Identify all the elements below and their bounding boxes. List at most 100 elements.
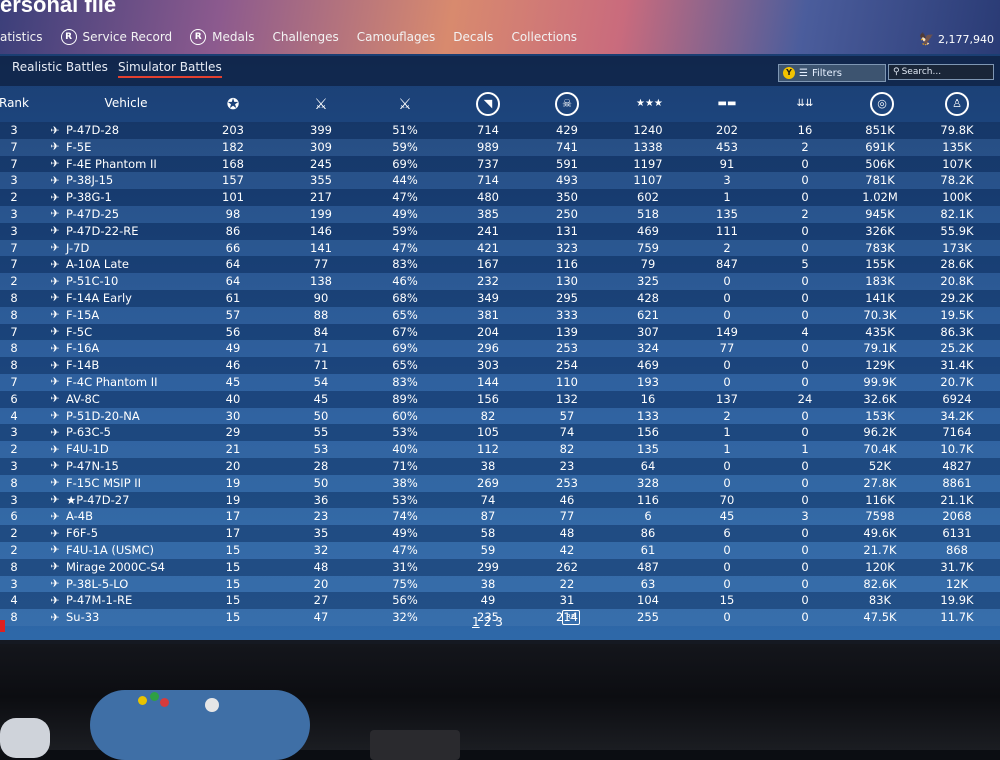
missions-cell: 144 xyxy=(477,374,499,389)
nav-item-0[interactable]: atistics xyxy=(0,30,43,44)
table-row[interactable]: 3 ✈ P-47D-28 203 399 51% 714 429 1240 202 16 851K 79… xyxy=(0,122,1000,139)
table-row[interactable]: 2 ✈ F4U-1A (USMC) 15 32 47% 59 42 61 0 0 21.7K 868 xyxy=(0,541,1000,559)
table-row[interactable]: 2 ✈ F4U-1D 21 53 40% 112 82 135 1 1 70.4K 10.7K xyxy=(0,441,1000,458)
air-kills-icon[interactable]: ★★★ xyxy=(636,98,663,109)
vehicle-cell: ✈ F-5C xyxy=(48,325,92,339)
table-row[interactable]: 4 ✈ P-51D-20-NA 30 50 60% 82 57 133 2 0 153K 34.2K xyxy=(0,407,1000,425)
naval-kills-cell: 0 xyxy=(801,290,809,305)
tab-realistic-battles[interactable]: Realistic Battles xyxy=(12,60,108,74)
air-kills-cell: 104 xyxy=(637,593,659,608)
nav-item-2[interactable]: R Medals xyxy=(190,29,254,45)
table-row[interactable]: 3 ✈ P-38L-5-LO 15 20 75% 38 22 63 0 0 82.6K 12K xyxy=(0,575,1000,593)
battles-cell: 17 xyxy=(225,526,241,541)
filters-button[interactable]: Y ☰ Filters xyxy=(778,64,886,82)
table-row[interactable]: 8 ✈ F-14B 46 71 65% 303 254 469 0 0 129K 31.4K xyxy=(0,357,1000,374)
missions-cell: 74 xyxy=(480,492,496,507)
table-row[interactable]: 3 ✈ P-63C-5 29 55 53% 105 74 156 1 0 96.2K 7164 xyxy=(0,424,1000,442)
table-row[interactable]: 8 ✈ Su-33 15 47 32% 235 214 255 0 0 47.5K 11.7K xyxy=(0,609,1000,626)
battles-cell: 66 xyxy=(225,240,241,255)
aircraft-icon: ✈ xyxy=(50,560,60,574)
table-row[interactable]: 2 ✈ P-51C-10 64 138 46% 232 130 325 0 0 183K 20.8K xyxy=(0,273,1000,290)
win-rate-cell: 89% xyxy=(392,391,418,406)
rb-toggle-button[interactable]: RB xyxy=(562,610,580,625)
table-row[interactable]: 8 ✈ F-15A 57 88 65% 381 333 621 0 0 70.3K 19.5K xyxy=(0,306,1000,324)
table-row[interactable]: 7 ✈ F-4C Phantom II 45 54 83% 144 110 193 0 0 99.9K… xyxy=(0,373,1000,391)
vehicle-cell: ✈ J-7D xyxy=(48,241,89,255)
research-points-icon[interactable]: ◎ xyxy=(870,92,894,116)
rank-cell: 8 xyxy=(10,358,18,373)
nav-item-4[interactable]: Camouflages xyxy=(357,30,436,44)
win-rate-icon[interactable]: ⚔ xyxy=(398,95,412,113)
deaths-cell: 262 xyxy=(556,559,578,574)
naval-kills-icon[interactable]: ⇊⇊ xyxy=(796,98,814,109)
vehicle-cell: ✈ P-47M-1-RE xyxy=(48,593,132,607)
battles-cell: 46 xyxy=(225,358,241,373)
silver-lions-icon[interactable]: ♙ xyxy=(945,92,969,116)
table-row[interactable]: 6 ✈ A-4B 17 23 74% 87 77 6 45 3 7598 2068 xyxy=(0,508,1000,526)
missions-cell: 58 xyxy=(480,526,496,541)
vehicle-cell: ✈ F-4C Phantom II xyxy=(48,374,158,389)
deaths-cell: 110 xyxy=(556,374,578,389)
page-link-1[interactable]: 1 xyxy=(472,615,480,629)
deaths-icon[interactable]: ☠ xyxy=(555,92,579,116)
table-row[interactable]: 2 ✈ F6F-5 17 35 49% 58 48 86 6 0 49.6K 6131 xyxy=(0,525,1000,542)
table-row[interactable]: 6 ✈ AV-8C 40 45 89% 156 132 16 137 24 32.6K 6924 xyxy=(0,390,1000,408)
naval-kills-cell: 0 xyxy=(801,173,809,188)
battles-cell: 203 xyxy=(222,123,244,137)
vehicle-name: F-4C Phantom II xyxy=(66,374,158,389)
rank-cell: 7 xyxy=(10,156,18,171)
table-row[interactable]: 7 ✈ F-5E 182 309 59% 989 741 1338 453 2 691K 135K xyxy=(0,138,1000,156)
air-kills-cell: 63 xyxy=(640,576,656,591)
win-rate-cell: 44% xyxy=(392,173,418,188)
deaths-cell: 214 xyxy=(556,610,578,625)
nav-item-1[interactable]: R Service Record xyxy=(60,29,173,45)
missions-icon[interactable]: ◥ xyxy=(476,92,500,116)
win-rate-cell: 71% xyxy=(392,458,418,473)
silver-lions-cell: 6131 xyxy=(942,526,972,541)
table-row[interactable]: 8 ✈ F-14A Early 61 90 68% 349 295 428 0 0 141K 29.2K xyxy=(0,289,1000,307)
deaths-cell: 429 xyxy=(556,123,578,137)
table-row[interactable]: 3 ✈ ★P-47D-27 19 36 53% 74 46 116 70 0 116K 21.1K xyxy=(0,491,1000,509)
vehicle-name: F-15A xyxy=(66,307,100,322)
victories-cell: 36 xyxy=(313,492,329,507)
table-row[interactable]: 4 ✈ P-47M-1-RE 15 27 56% 49 31 104 15 0 83K 19.9K xyxy=(0,592,1000,610)
table-row[interactable]: 8 ✈ F-16A 49 71 69% 296 253 324 77 0 79.1K 25.2K xyxy=(0,340,1000,358)
missions-cell: 204 xyxy=(477,324,499,339)
table-row[interactable]: 2 ✈ P-38G-1 101 217 47% 480 350 602 1 0 1.02M 100K xyxy=(0,189,1000,206)
air-kills-cell: 307 xyxy=(637,324,659,339)
tab-simulator-battles[interactable]: Simulator Battles xyxy=(118,60,222,78)
table-row[interactable]: 3 ✈ P-38J-15 157 355 44% 714 493 1107 3 0 781K 78.2K xyxy=(0,172,1000,190)
table-row[interactable]: 7 ✈ A-10A Late 64 77 83% 167 116 79 847 5 155K 28.6K xyxy=(0,256,1000,274)
page-link-3[interactable]: 3 xyxy=(495,615,503,629)
deaths-cell: 591 xyxy=(556,156,578,171)
ground-kills-cell: 77 xyxy=(719,341,735,356)
silver-lions-cell: 4827 xyxy=(942,458,972,473)
aircraft-icon: ✈ xyxy=(50,375,60,389)
page-link-2[interactable]: 2 xyxy=(483,615,492,629)
table-row[interactable]: 3 ✈ P-47D-22-RE 86 146 59% 241 131 469 111 0 326K 55… xyxy=(0,222,1000,240)
table-row[interactable]: 7 ✈ F-5C 56 84 67% 204 139 307 149 4 435K 86.3K xyxy=(0,323,1000,341)
table-row[interactable]: 7 ✈ J-7D 66 141 47% 421 323 759 2 0 783K 173K xyxy=(0,239,1000,257)
column-header-vehicle[interactable]: Vehicle xyxy=(104,96,148,110)
table-row[interactable]: 3 ✈ P-47N-15 20 28 71% 38 23 64 0 0 52K 4827 xyxy=(0,457,1000,475)
nav-label-1: Service Record xyxy=(82,30,173,44)
nav-item-5[interactable]: Decals xyxy=(453,30,493,44)
table-row[interactable]: 8 ✈ F-15C MSIP II 19 50 38% 269 253 328 0 0 27.8K 88… xyxy=(0,474,1000,492)
vehicle-cell: ✈ F4U-1A (USMC) xyxy=(48,543,154,557)
victories-icon[interactable]: ⚔ xyxy=(314,95,328,113)
nav-item-6[interactable]: Collections xyxy=(511,30,577,44)
ground-kills-cell: 15 xyxy=(719,593,735,608)
battles-icon[interactable]: ✪ xyxy=(226,95,240,113)
column-header-rank[interactable]: Rank xyxy=(0,96,29,110)
victories-cell: 55 xyxy=(313,425,329,440)
missions-cell: 49 xyxy=(480,593,496,608)
search-input[interactable]: ⚲ Search... xyxy=(888,64,994,80)
research-points-cell: 783K xyxy=(865,240,895,255)
nav-item-3[interactable]: Challenges xyxy=(272,30,338,44)
aircraft-icon: ✈ xyxy=(50,476,60,490)
ground-kills-icon[interactable]: ▬▬ xyxy=(717,98,737,109)
vehicle-name: P-51D-20-NA xyxy=(66,408,140,423)
table-row[interactable]: 7 ✈ F-4E Phantom II 168 245 69% 737 591 1197 91 0 5… xyxy=(0,155,1000,173)
table-row[interactable]: 8 ✈ Mirage 2000C-S4 15 48 31% 299 262 487 0 0 120K 3… xyxy=(0,558,1000,576)
table-row[interactable]: 3 ✈ P-47D-25 98 199 49% 385 250 518 135 2 945K 82.1K xyxy=(0,205,1000,223)
